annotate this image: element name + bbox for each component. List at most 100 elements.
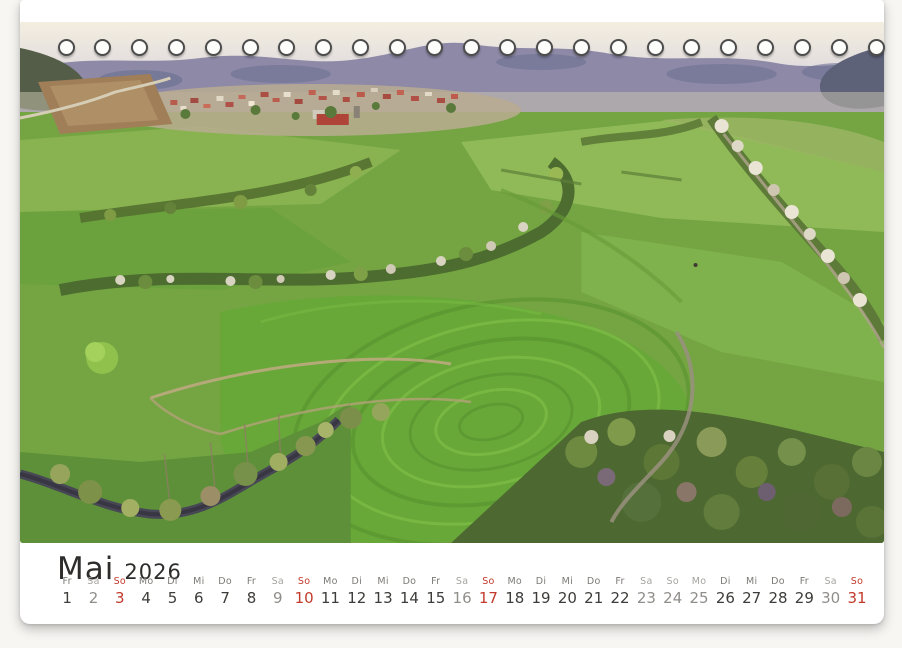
weekday-label: Di [167,576,178,587]
date-number: 17 [478,589,498,607]
date-number: 11 [320,589,340,607]
weekday-label: Mi [193,576,205,587]
binding-hole [720,38,738,56]
weekday-label: Mi [561,576,574,587]
day-cell-25: Mo 25 [686,576,712,607]
date-number: 25 [689,589,709,607]
date-number: 23 [636,589,656,607]
day-cell-11: Mo 11 [317,576,343,607]
binding-hole [315,38,333,56]
day-cell-30: Sa 30 [818,576,844,607]
day-cell-31: So 31 [844,576,870,607]
weekday-label: Fr [615,576,625,587]
weekday-label: Mo [138,576,154,587]
date-number: 6 [194,589,204,607]
binding-hole [94,38,112,56]
village-houses [170,88,459,125]
binding-hole [388,38,406,56]
binding-hole [793,38,811,56]
day-cell-13: Mi 13 [370,576,396,607]
date-number: 20 [557,589,577,607]
calendar-strip: Mai 2026 Fr 1 Sa 2 So 3 Mo 4 Di 5 Mi 6 Do 7 Fr 8 Sa 9 So 10 M… [20,543,884,624]
weekday-label: Sa [640,576,653,587]
day-cell-3: So 3 [107,576,133,607]
date-number: 8 [246,589,257,607]
day-cell-29: Fr 29 [791,576,817,607]
weekday-label: Sa [455,576,469,587]
binding-hole [241,38,259,56]
weekday-label: Fr [62,576,72,587]
date-number: 30 [821,589,841,607]
day-cell-12: Di 12 [344,576,370,607]
calendar-page: Mai 2026 Fr 1 Sa 2 So 3 Mo 4 Di 5 Mi 6 Do 7 Fr 8 Sa 9 So 10 M… [20,0,884,624]
date-number: 3 [115,589,125,607]
day-cell-6: Mi 6 [186,576,212,607]
date-number: 10 [294,589,314,607]
date-number: 2 [88,589,99,607]
binding-hole [167,38,185,56]
date-number: 28 [768,589,788,607]
day-cell-17: So 17 [475,576,501,607]
year-label: 2026 [124,560,182,584]
binding-hole [646,38,664,56]
weekday-label: So [113,576,127,587]
weekday-label: Sa [271,576,285,587]
date-number: 18 [505,589,525,607]
calendar-photo [20,22,884,543]
binding-hole [278,38,296,56]
day-cell-8: Fr 8 [238,576,264,607]
binding-hole [425,38,443,56]
weekday-label: Do [218,576,232,587]
weekday-label: So [850,576,864,587]
weekday-label: Do [771,576,785,587]
binding-hole [757,38,775,56]
weekday-label: So [666,576,679,587]
date-number: 14 [399,589,419,607]
binding-hole [572,38,590,56]
day-cell-7: Do 7 [212,576,238,607]
day-cell-19: Di 19 [528,576,554,607]
date-number: 15 [426,589,446,607]
day-cell-28: Do 28 [765,576,791,607]
weekday-label: Mo [323,576,338,587]
weekday-label: Do [586,576,601,587]
binding-hole [683,38,701,56]
weekday-label: Di [535,576,547,587]
date-number: 21 [584,589,604,607]
date-number: 16 [452,589,472,607]
date-number: 27 [742,589,762,607]
binding-hole [352,38,370,56]
binding-hole [536,38,554,56]
date-row: Fr 1 Sa 2 So 3 Mo 4 Di 5 Mi 6 Do 7 Fr 8 Sa 9 So 10 Mo 11 Di 12 M… [54,576,870,607]
weekday-label: Mo [507,576,523,587]
day-cell-5: Di 5 [159,576,185,607]
weekday-label: So [482,576,495,587]
day-cell-16: Sa 16 [449,576,475,607]
weekday-label: Do [402,576,417,587]
date-number: 1 [62,589,72,607]
binding-hole [830,38,848,56]
date-number: 13 [373,589,393,607]
weekday-label: Sa [87,576,100,587]
day-cell-14: Do 14 [396,576,422,607]
date-number: 7 [220,589,230,607]
binding-hole [499,38,517,56]
date-number: 9 [273,589,283,607]
binding-hole [57,38,75,56]
binding-hole [867,38,885,56]
calendar-title: Mai 2026 [57,551,182,587]
date-number: 5 [167,589,178,607]
day-cell-2: Sa 2 [80,576,106,607]
date-number: 31 [847,589,867,607]
date-number: 12 [347,589,367,607]
day-cell-26: Di 26 [712,576,738,607]
binding-hole [204,38,222,56]
day-cell-15: Fr 15 [423,576,449,607]
weekday-label: Fr [799,576,809,587]
day-cell-10: So 10 [291,576,317,607]
day-cell-21: Do 21 [581,576,607,607]
date-number: 29 [794,589,814,607]
weekday-label: Di [351,576,363,587]
date-number: 4 [141,589,151,607]
